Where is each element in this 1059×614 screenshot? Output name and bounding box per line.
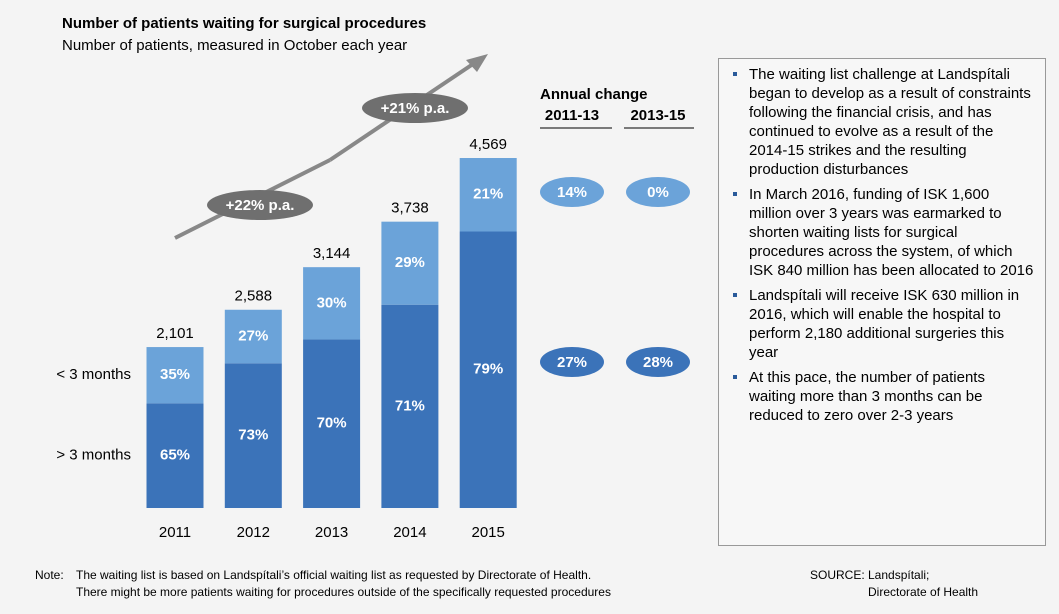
segment-label: 71% xyxy=(395,397,425,414)
bullet: At this pace, the number of patients wai… xyxy=(733,368,1035,425)
x-tick-label: 2014 xyxy=(393,524,426,541)
change-label: 14% xyxy=(557,184,587,201)
bar-segment xyxy=(381,304,439,508)
segment-label: 27% xyxy=(238,327,268,344)
source-line: Landspítali; xyxy=(868,568,930,582)
note-line: There might be more patients waiting for… xyxy=(76,585,611,599)
annotation: +21% p.a. xyxy=(381,100,450,117)
annotation-oval xyxy=(207,190,313,220)
annotation-oval xyxy=(362,93,468,123)
source-label: SOURCE: xyxy=(810,568,865,582)
bullet: The waiting list challenge at Landspítal… xyxy=(733,65,1035,179)
bullet: Landspítali will receive ISK 630 million… xyxy=(733,286,1035,362)
total-label: 3,738 xyxy=(391,200,429,217)
chart-subtitle: Number of patients, measured in October … xyxy=(62,37,407,54)
segment-label: 65% xyxy=(160,447,190,464)
segment-label: 70% xyxy=(317,415,347,432)
x-tick-label: 2015 xyxy=(472,524,505,541)
segment-label: 30% xyxy=(317,294,347,311)
change-oval xyxy=(540,347,604,377)
total-label: 3,144 xyxy=(313,245,351,262)
change-oval xyxy=(626,177,690,207)
series-label: > 3 months xyxy=(56,447,131,464)
segment-label: 21% xyxy=(473,186,503,203)
note-line: The waiting list is based on Landspítali… xyxy=(76,568,592,582)
note-label: Note: xyxy=(35,568,64,582)
segment-label: 73% xyxy=(238,427,268,444)
x-tick-label: 2013 xyxy=(315,524,348,541)
period-label: 2013-15 xyxy=(630,107,685,124)
chart-title: Number of patients waiting for surgical … xyxy=(62,15,426,32)
bar-segment xyxy=(303,339,361,508)
bar-segment xyxy=(381,221,439,305)
annual-change-title: Annual change xyxy=(540,86,648,103)
total-label: 2,101 xyxy=(156,325,194,342)
segment-label: 79% xyxy=(473,361,503,378)
bar-segment xyxy=(224,309,282,364)
change-oval xyxy=(626,347,690,377)
arrow-head xyxy=(466,54,488,72)
series-label: < 3 months xyxy=(56,366,131,383)
bar-segment xyxy=(224,363,282,508)
bar-segment xyxy=(303,267,361,340)
bullet-list: The waiting list challenge at Landspítal… xyxy=(733,65,1035,425)
change-label: 0% xyxy=(647,184,669,201)
bar-segment xyxy=(146,403,204,508)
bar-segment xyxy=(459,158,517,232)
text-box: The waiting list challenge at Landspítal… xyxy=(718,58,1046,546)
change-label: 28% xyxy=(643,354,673,371)
total-label: 2,588 xyxy=(235,288,273,305)
period-label: 2011-13 xyxy=(545,107,599,124)
x-tick-label: 2012 xyxy=(237,524,270,541)
source-line: Directorate of Health xyxy=(868,585,979,599)
x-tick-label: 2011 xyxy=(159,524,191,541)
segment-label: 29% xyxy=(395,254,425,271)
change-oval xyxy=(540,177,604,207)
segment-label: 35% xyxy=(160,366,190,383)
change-label: 27% xyxy=(557,354,587,371)
bullet: In March 2016, funding of ISK 1,600 mill… xyxy=(733,185,1035,280)
annotation: +22% p.a. xyxy=(226,197,295,214)
bar-segment xyxy=(146,347,204,404)
bar-segment xyxy=(459,231,517,508)
total-label: 4,569 xyxy=(469,136,507,153)
